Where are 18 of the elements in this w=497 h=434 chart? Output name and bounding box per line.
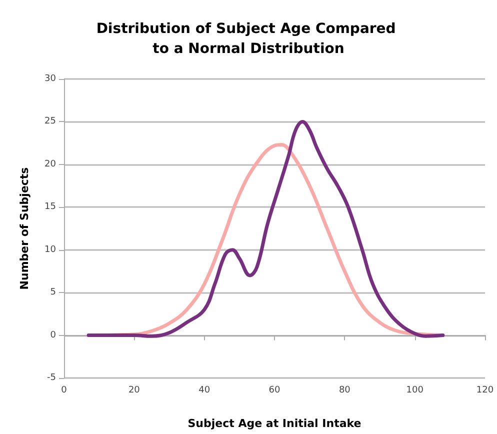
y-tick-label: -5: [47, 373, 56, 383]
x-tick-label: 0: [61, 386, 68, 396]
x-tick-label: 60: [268, 386, 280, 396]
x-tick-label: 100: [406, 386, 424, 396]
x-tick-label: 20: [128, 386, 140, 396]
x-tick-label: 80: [338, 386, 351, 396]
x-tick-label: 40: [198, 386, 210, 396]
y-tick-label: 20: [44, 159, 56, 170]
y-axis-title: Number of Subjects: [18, 166, 31, 290]
x-tick-label: 120: [476, 386, 494, 396]
y-tick-label: 0: [50, 330, 56, 340]
y-tick-label: 10: [44, 244, 56, 255]
y-tick-label: 15: [44, 202, 56, 212]
y-tick-label: 25: [44, 116, 56, 127]
y-tick-label: 30: [44, 74, 56, 84]
chart-title: Distribution of Subject Age Compared to a Normal Distribution: [96, 21, 401, 57]
y-tick-label: 5: [50, 288, 56, 298]
x-axis-title: Subject Age at Initial Intake: [188, 417, 362, 430]
